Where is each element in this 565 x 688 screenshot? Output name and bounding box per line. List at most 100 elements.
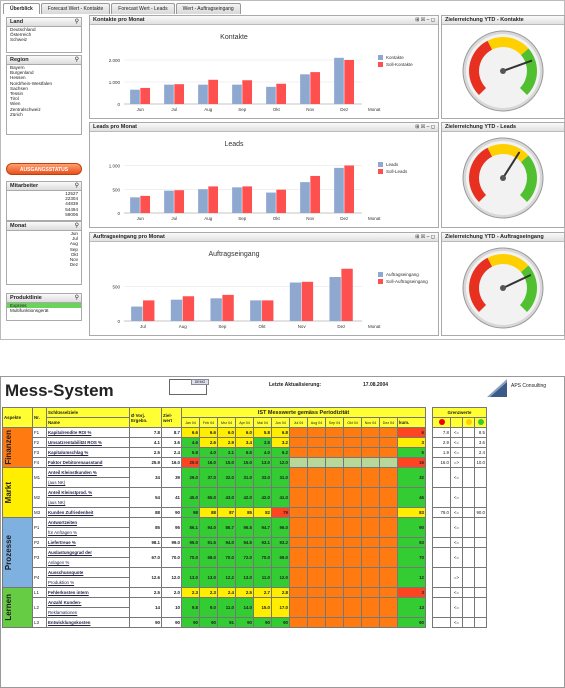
listbox-item[interactable]: 44839: [65, 201, 78, 207]
bar[interactable]: [310, 72, 321, 104]
sheet-tab[interactable]: Wert - Auftragseingang: [175, 3, 241, 14]
search-icon[interactable]: ⚲: [74, 295, 79, 301]
bar[interactable]: [310, 175, 321, 213]
search-icon[interactable]: ⚲: [74, 183, 79, 189]
ausgangsstatus-button[interactable]: AUSGANGSSTATUS: [6, 163, 82, 175]
bar[interactable]: [140, 195, 151, 213]
listbox-item[interactable]: Dez: [69, 262, 78, 268]
listbox-item[interactable]: Hessen: [10, 75, 26, 81]
kpi-name[interactable]: Faktor Debitorenausstand: [46, 457, 130, 468]
bar[interactable]: [140, 87, 151, 104]
kpi-name[interactable]: Antwortzeiten: [46, 517, 130, 528]
bar[interactable]: [242, 186, 253, 213]
listbox-item[interactable]: Burgenland: [10, 70, 34, 76]
sheet-tab[interactable]: Forecast Wert - Leads: [111, 3, 175, 14]
header-schluesselziele: Schlüsselziele: [46, 407, 130, 418]
kpi-name[interactable]: Liefertreue %: [46, 537, 130, 548]
listbox-item[interactable]: Deutschland: [10, 27, 36, 32]
listbox-item[interactable]: Bayern: [10, 65, 25, 70]
bar[interactable]: [266, 192, 276, 213]
listbox-item[interactable]: Tirol: [10, 96, 19, 102]
listbox-item[interactable]: Österreich: [10, 32, 32, 38]
listbox-item[interactable]: 22304: [65, 196, 78, 202]
bar[interactable]: [164, 84, 174, 104]
bar[interactable]: [329, 277, 341, 321]
search-icon[interactable]: ⚲: [74, 57, 79, 63]
panel-controls[interactable]: ⊞ ☒ ‒ ◻: [415, 124, 435, 130]
listbox-item[interactable]: Aug: [69, 241, 78, 247]
bar[interactable]: [232, 187, 242, 213]
bar[interactable]: [341, 268, 353, 321]
ist-value: 98: [181, 507, 200, 518]
bar[interactable]: [164, 190, 174, 213]
bar[interactable]: [198, 84, 208, 104]
bar[interactable]: [301, 281, 314, 321]
bar[interactable]: [182, 296, 195, 321]
bar[interactable]: [208, 186, 219, 213]
kpi-name[interactable]: Entwicklungskosten: [46, 617, 130, 628]
bar[interactable]: [300, 182, 310, 213]
listbox-item[interactable]: Nov: [69, 257, 78, 263]
panel-controls[interactable]: ⊞ ☒ ‒ ◻: [415, 234, 435, 240]
gauge-hub: [500, 285, 506, 291]
bar[interactable]: [210, 298, 222, 321]
search-icon[interactable]: ⚲: [74, 223, 79, 229]
bar[interactable]: [262, 300, 274, 321]
bar[interactable]: [198, 189, 208, 213]
bar[interactable]: [131, 306, 143, 321]
bar[interactable]: [208, 79, 219, 104]
bar[interactable]: [143, 300, 155, 321]
bar[interactable]: [242, 80, 253, 104]
bar[interactable]: [130, 89, 140, 104]
listbox-item[interactable]: Wien: [10, 101, 21, 107]
listbox-item[interactable]: Jul: [72, 236, 78, 242]
listbox-item[interactable]: 59006: [65, 211, 78, 217]
kpi-name[interactable]: Kapitalumschlag %: [46, 447, 130, 458]
bar[interactable]: [276, 83, 287, 104]
kpi-name[interactable]: Fehlerkosten intern: [46, 587, 130, 598]
listbox-item[interactable]: Tessin: [10, 91, 24, 97]
bar[interactable]: [232, 84, 242, 104]
bar[interactable]: [289, 282, 302, 322]
listbox-item[interactable]: Express: [7, 303, 81, 309]
bar[interactable]: [300, 74, 310, 104]
listbox-item[interactable]: 54494: [65, 206, 78, 212]
search-icon[interactable]: ⚲: [74, 19, 79, 25]
bar[interactable]: [174, 190, 185, 213]
kpi-name[interactable]: Anteil Kleinstprod. %: [46, 487, 130, 498]
sheet-tab[interactable]: Überblick: [3, 3, 40, 14]
listbox-item[interactable]: Zürich: [10, 111, 23, 117]
kpi-name[interactable]: Kapitalrendite ROI %: [46, 427, 130, 438]
bar[interactable]: [276, 189, 287, 213]
sheet-tab[interactable]: Forecast Wert - Kontakte: [40, 3, 111, 14]
listbox-item[interactable]: Jun: [70, 231, 78, 236]
bar[interactable]: [130, 197, 140, 213]
bar[interactable]: [334, 167, 344, 213]
listbox-item[interactable]: Schweiz: [10, 37, 28, 43]
listbox-item[interactable]: Nordrhein-Westfalen: [10, 80, 53, 86]
bar[interactable]: [266, 86, 276, 104]
kpi-name[interactable]: Anzahl Kunden-: [46, 597, 130, 608]
bar[interactable]: [174, 84, 185, 104]
bar[interactable]: [344, 60, 355, 104]
kpi-name[interactable]: Ausschussquote: [46, 567, 130, 578]
empty-period-cell: [361, 447, 380, 458]
kpi-name[interactable]: Anteil Kleinstkunden %: [46, 467, 130, 478]
listbox-item[interactable]: Multifunktionsgerät: [10, 308, 49, 314]
kpi-name[interactable]: Umsatzrentabilität ROS %: [46, 437, 130, 448]
listbox-item[interactable]: Zentralschweiz: [10, 106, 41, 112]
listbox-item[interactable]: Sep: [69, 246, 78, 252]
ist-value: 3.2: [271, 437, 290, 448]
bar[interactable]: [170, 299, 183, 321]
panel-controls[interactable]: ⊞ ☒ ‒ ◻: [415, 17, 435, 23]
listbox-item[interactable]: Okt: [70, 251, 78, 257]
bar[interactable]: [334, 57, 344, 104]
table-row: P4 Ausschussquote 12.6 12.0 13.0 13.0 12.2 13.0…: [3, 567, 487, 588]
bar[interactable]: [344, 165, 355, 214]
kpi-name[interactable]: Auslastungsgrad der: [46, 547, 130, 558]
kpi-name[interactable]: Kunden Zufriedenheit: [46, 507, 130, 518]
bar[interactable]: [222, 294, 234, 321]
listbox-item[interactable]: Sachsen: [10, 85, 28, 91]
bar[interactable]: [250, 300, 262, 321]
listbox-item[interactable]: 12527: [65, 191, 78, 196]
